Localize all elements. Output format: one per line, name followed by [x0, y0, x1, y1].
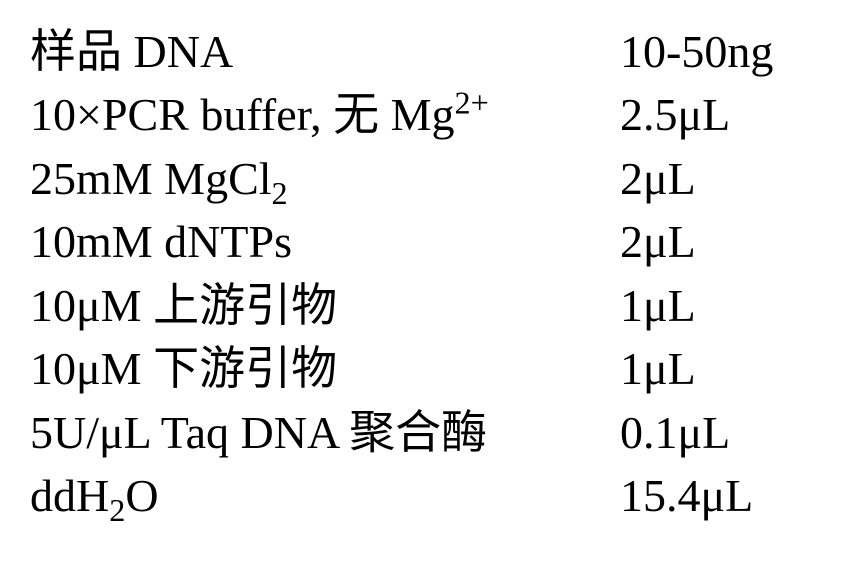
component-cell: 样品 DNA: [30, 20, 620, 83]
table-row: 25mM MgCl2 2μL: [30, 147, 773, 210]
component-cell: 10μM 上游引物: [30, 274, 620, 337]
table-row: 样品 DNA 10-50ng: [30, 20, 773, 83]
component-cell: ddH2O: [30, 464, 620, 527]
amount-cell: 1μL: [620, 274, 773, 337]
table-row: ddH2O 15.4μL: [30, 464, 773, 527]
amount-cell: 10-50ng: [620, 20, 773, 83]
table-row: 10mM dNTPs 2μL: [30, 210, 773, 273]
amount-cell: 15.4μL: [620, 464, 773, 527]
amount-cell: 1μL: [620, 337, 773, 400]
component-cell: 10×PCR buffer, 无 Mg2+: [30, 83, 620, 146]
component-cell: 10mM dNTPs: [30, 210, 620, 273]
table-row: 10×PCR buffer, 无 Mg2+ 2.5μL: [30, 83, 773, 146]
amount-cell: 2μL: [620, 147, 773, 210]
amount-cell: 0.1μL: [620, 401, 773, 464]
component-cell: 10μM 下游引物: [30, 337, 620, 400]
table-row: 5U/μL Taq DNA 聚合酶 0.1μL: [30, 401, 773, 464]
pcr-reagent-table: 样品 DNA 10-50ng 10×PCR buffer, 无 Mg2+ 2.5…: [30, 20, 773, 528]
component-cell: 5U/μL Taq DNA 聚合酶: [30, 401, 620, 464]
amount-cell: 2.5μL: [620, 83, 773, 146]
table-row: 10μM 上游引物 1μL: [30, 274, 773, 337]
amount-cell: 2μL: [620, 210, 773, 273]
component-cell: 25mM MgCl2: [30, 147, 620, 210]
table-row: 10μM 下游引物 1μL: [30, 337, 773, 400]
